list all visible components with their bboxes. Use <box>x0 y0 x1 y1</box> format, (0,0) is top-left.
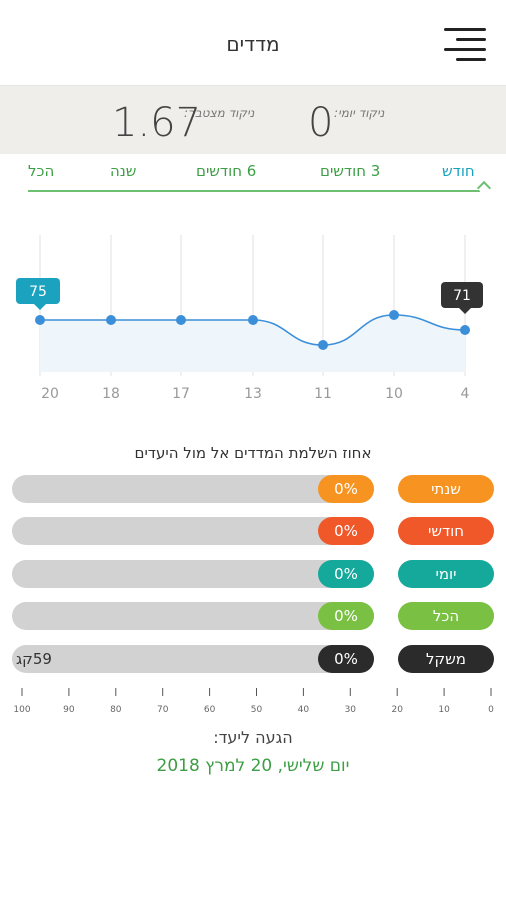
goal-tag-yearly[interactable]: שנתי <box>398 475 494 503</box>
daily-score-label: ניקוד יומי: <box>334 106 385 120</box>
callout-pointer <box>459 308 471 314</box>
scale-label: 50 <box>251 705 263 715</box>
scale-label: 40 <box>298 705 310 715</box>
data-point <box>460 325 470 335</box>
menu-icon[interactable] <box>444 26 486 66</box>
x-tick-label: 18 <box>102 386 120 402</box>
metrics-line-chart: 20 18 17 13 11 10 4 75 71 <box>16 235 483 402</box>
progress-track <box>12 560 374 588</box>
x-tick-label: 4 <box>461 386 470 402</box>
tab-month[interactable]: חודש <box>442 162 475 180</box>
percent-badge: 0% <box>318 645 374 673</box>
goal-tag-all[interactable]: הכל <box>398 602 494 630</box>
top-app-bar: מדדים <box>0 0 506 86</box>
data-point <box>389 310 399 320</box>
progress-track <box>12 645 374 673</box>
goals-section-title: אחוז השלמת המדדים אל מול היעדים <box>134 444 372 462</box>
goal-row-yearly: 0% שנתי <box>0 475 506 503</box>
weight-value: 59קג <box>16 650 52 668</box>
tab-all[interactable]: הכל <box>28 162 55 180</box>
tabs-underline <box>28 190 480 192</box>
scale-label: 90 <box>63 705 75 715</box>
x-tick-label: 20 <box>41 386 59 402</box>
data-point <box>35 315 45 325</box>
goal-row-weight: 59קג 0% משקל <box>0 645 506 673</box>
scale-label: 70 <box>157 705 169 715</box>
cumulative-score-label: ניקוד מצטבר: <box>184 106 255 120</box>
data-point <box>176 315 186 325</box>
goal-row-all: 0% הכל <box>0 602 506 630</box>
progress-track <box>12 602 374 630</box>
percent-scale: 100 90 80 70 60 50 40 30 20 10 0 <box>13 688 494 715</box>
x-tick-label: 11 <box>314 386 332 402</box>
scale-label: 80 <box>110 705 122 715</box>
x-tick-label: 17 <box>172 386 190 402</box>
progress-track <box>12 475 374 503</box>
callout-pointer <box>34 304 46 310</box>
cumulative-score-value: 1.67 <box>112 100 202 146</box>
scale-label: 30 <box>345 705 357 715</box>
area-fill <box>40 315 465 372</box>
callout-label: 75 <box>29 284 47 300</box>
scale-label: 10 <box>438 705 450 715</box>
scale-label: 60 <box>204 705 216 715</box>
active-tab-caret-icon <box>476 180 492 196</box>
tab-3-months[interactable]: 3 חודשים <box>320 162 381 180</box>
value-callout <box>16 278 60 304</box>
data-point <box>318 340 328 350</box>
value-callout <box>441 282 483 308</box>
target-reach-label: הגעה ליעד: <box>213 728 293 747</box>
page-title: מדדים <box>226 32 280 56</box>
scale-label: 20 <box>391 705 403 715</box>
percent-badge: 0% <box>318 475 374 503</box>
goal-row-daily: 0% יומי <box>0 560 506 588</box>
progress-track <box>12 517 374 545</box>
goal-tag-monthly[interactable]: חודשי <box>398 517 494 545</box>
percent-badge: 0% <box>318 560 374 588</box>
target-reach-date: יום שלישי, 20 למרץ 2018 <box>156 756 350 776</box>
percent-badge: 0% <box>318 517 374 545</box>
goal-tag-daily[interactable]: יומי <box>398 560 494 588</box>
tab-6-months[interactable]: 6 חודשים <box>196 162 257 180</box>
scores-panel: ניקוד מצטבר: 1.67 ניקוד יומי: 0 <box>0 86 506 154</box>
goal-row-monthly: 0% חודשי <box>0 517 506 545</box>
tab-year[interactable]: שנה <box>110 162 137 180</box>
period-tabs: הכל שנה 6 חודשים 3 חודשים חודש <box>28 156 492 196</box>
x-tick-label: 13 <box>244 386 262 402</box>
scale-label: 0 <box>488 705 494 715</box>
callout-label: 71 <box>453 288 471 304</box>
daily-score-value: 0 <box>308 100 334 146</box>
goal-tag-weight[interactable]: משקל <box>398 645 494 673</box>
data-point <box>106 315 116 325</box>
percent-badge: 0% <box>318 602 374 630</box>
data-point <box>248 315 258 325</box>
scale-label: 100 <box>13 705 30 715</box>
x-tick-label: 10 <box>385 386 403 402</box>
